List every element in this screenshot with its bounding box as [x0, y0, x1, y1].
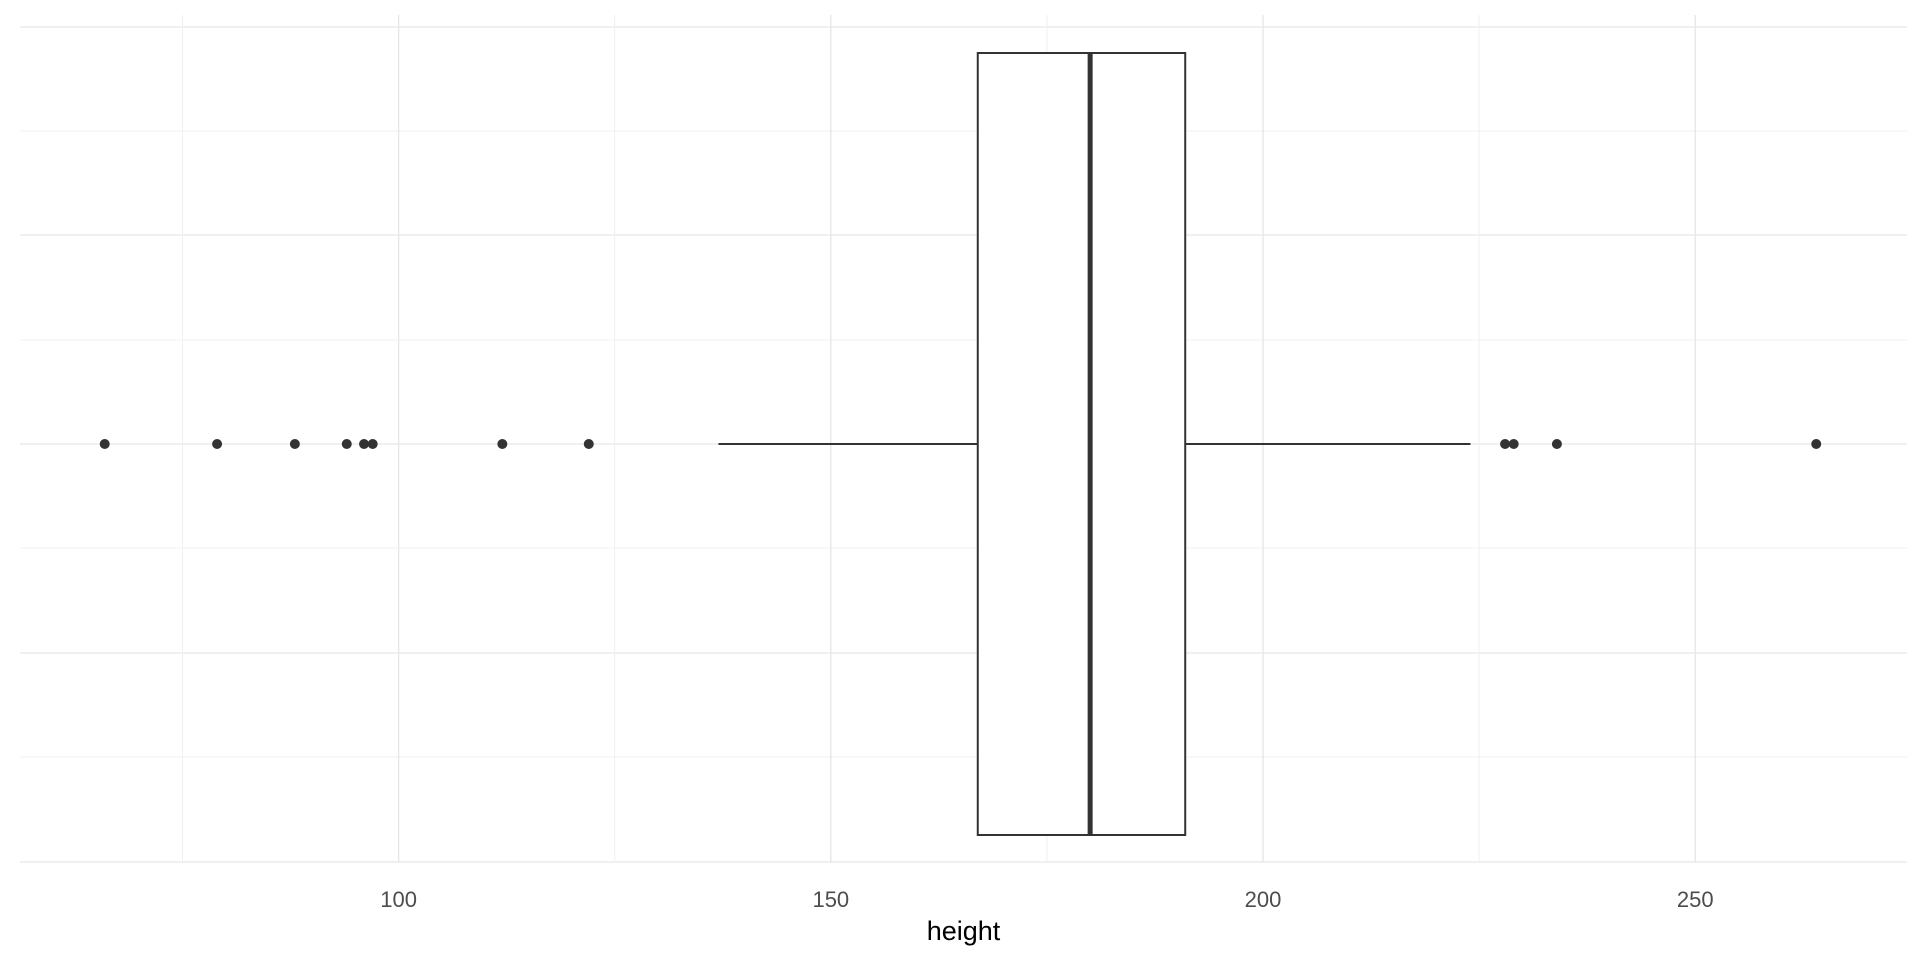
grid	[20, 15, 1907, 863]
x-tick-label: 150	[812, 887, 849, 912]
interquartile-box	[976, 52, 1187, 836]
outlier-point	[289, 439, 300, 449]
outlier-point	[497, 439, 508, 449]
x-tick-label: 200	[1245, 887, 1282, 912]
outlier-point	[341, 439, 352, 449]
outlier-point	[367, 439, 378, 449]
x-tick-label: 250	[1677, 887, 1714, 912]
outlier-point	[1551, 439, 1562, 449]
outlier-point	[1500, 439, 1511, 449]
outlier-point	[99, 439, 110, 449]
x-axis-title: height	[927, 916, 1001, 946]
outlier-points	[99, 439, 1822, 449]
outlier-point	[359, 439, 370, 449]
outlier-point	[212, 439, 223, 449]
x-axis-ticks: 100 150 200 250	[380, 887, 1713, 912]
x-tick-label: 100	[380, 887, 417, 912]
boxplot-layer	[718, 52, 1471, 836]
outlier-point	[1811, 439, 1822, 449]
outlier-point	[1508, 439, 1519, 449]
outlier-point	[583, 439, 594, 449]
